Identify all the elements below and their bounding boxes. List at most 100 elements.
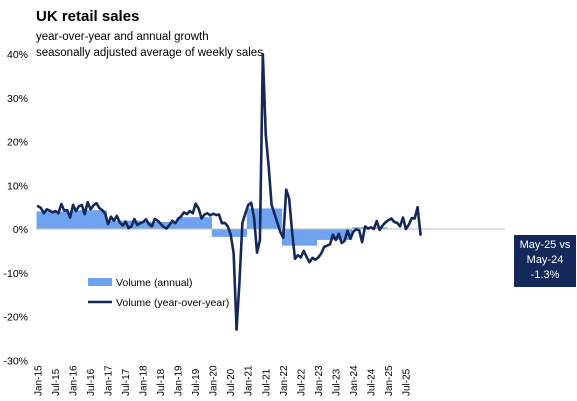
yoy-point	[212, 212, 215, 215]
legend-label-yoy: Volume (year-over-year)	[116, 297, 229, 309]
yoy-point	[148, 223, 150, 226]
yoy-point	[223, 221, 226, 224]
yoy-point	[63, 209, 66, 212]
yoy-point	[416, 206, 419, 209]
yoy-point	[139, 222, 142, 225]
x-tick-label: Jan-25	[384, 365, 395, 396]
annual-bar	[92, 210, 96, 229]
yoy-point	[235, 328, 238, 331]
annual-bar	[296, 229, 300, 246]
annual-bar	[202, 217, 207, 229]
yoy-point	[162, 225, 165, 228]
annual-bar	[267, 208, 271, 229]
yoy-point	[378, 228, 381, 231]
y-tick-label: -20%	[3, 312, 28, 324]
yoy-point	[367, 227, 369, 230]
yoy-point	[45, 208, 48, 211]
yoy-point	[308, 261, 311, 264]
annual-bar	[238, 229, 242, 237]
yoy-point	[349, 237, 352, 240]
x-tick-label: Jan-24	[349, 365, 360, 396]
yoy-point	[305, 256, 308, 258]
annual-bar	[138, 220, 142, 229]
yoy-point	[232, 252, 235, 254]
annual-bar	[343, 229, 347, 240]
annual-bar	[384, 227, 388, 229]
yoy-point	[89, 208, 92, 211]
annual-bar	[51, 211, 55, 229]
yoy-point	[229, 233, 232, 236]
annual-bar	[235, 229, 239, 237]
yoy-point	[296, 254, 299, 257]
annual-bar	[200, 217, 204, 229]
yoy-point	[267, 165, 270, 168]
yoy-point	[124, 220, 127, 223]
yoy-point	[145, 218, 147, 221]
annual-bar	[334, 229, 338, 240]
yoy-point	[294, 257, 296, 260]
annual-bar	[165, 222, 169, 229]
yoy-point	[60, 203, 63, 205]
x-tick-label: Jul-23	[331, 368, 342, 396]
annual-bar	[176, 217, 180, 229]
yoy-point	[40, 207, 42, 209]
annual-bar	[100, 210, 104, 229]
yoy-point	[343, 239, 346, 242]
yoy-point	[72, 204, 74, 206]
annual-bar	[132, 220, 137, 229]
yoy-point	[372, 228, 375, 230]
yoy-point	[413, 217, 416, 220]
yoy-point	[133, 218, 136, 220]
yoy-point	[136, 224, 139, 226]
annual-bar	[302, 229, 306, 246]
annual-bar	[328, 229, 332, 240]
x-tick-label: Jan-17	[104, 365, 115, 396]
yoy-point	[384, 221, 387, 224]
yoy-point	[183, 211, 185, 214]
x-tick-label: Jan-21	[244, 365, 255, 396]
annual-bar	[220, 229, 224, 237]
callout-line-2: May-24	[526, 254, 564, 266]
yoy-points	[37, 53, 422, 331]
yoy-point	[253, 216, 255, 219]
yoy-point	[375, 220, 378, 223]
yoy-point	[42, 212, 45, 215]
yoy-point	[69, 216, 72, 219]
x-axis-ticks: Jan-15 Jul-15 Jan-16 Jul-16 Jan-17 Jul-17 Jan-…	[34, 365, 413, 396]
yoy-point	[174, 222, 177, 225]
annual-bar	[287, 229, 291, 246]
yoy-point	[75, 210, 77, 212]
annual-bar	[153, 222, 157, 229]
yoy-point	[142, 221, 145, 223]
annual-bar	[48, 211, 52, 229]
yoy-point	[113, 219, 115, 222]
annual-bar	[311, 229, 315, 246]
yoy-point	[206, 212, 209, 215]
y-tick-label: 0%	[13, 224, 28, 236]
annual-bar	[308, 229, 312, 246]
yoy-point	[259, 239, 261, 241]
annual-bar	[351, 227, 356, 229]
yoy-point	[407, 223, 410, 226]
annual-bar	[357, 227, 361, 229]
yoy-point	[159, 222, 162, 225]
yoy-point	[291, 230, 293, 233]
annual-bar	[360, 227, 364, 229]
yoy-point	[188, 210, 191, 212]
yoy-point	[241, 221, 244, 224]
annual-bar	[214, 229, 218, 237]
x-tick-label: Jul-22	[296, 368, 307, 396]
yoy-point	[80, 204, 83, 206]
annual-bar	[83, 210, 87, 229]
annual-bar	[103, 210, 107, 229]
annual-bar	[325, 229, 329, 240]
y-tick-label: 10%	[7, 180, 28, 192]
yoy-point	[393, 221, 396, 223]
yoy-point	[203, 213, 206, 216]
yoy-point	[66, 209, 69, 212]
yoy-point	[329, 243, 331, 246]
annual-bar	[340, 229, 344, 240]
annual-bar	[156, 222, 160, 229]
annual-bar	[74, 210, 78, 229]
